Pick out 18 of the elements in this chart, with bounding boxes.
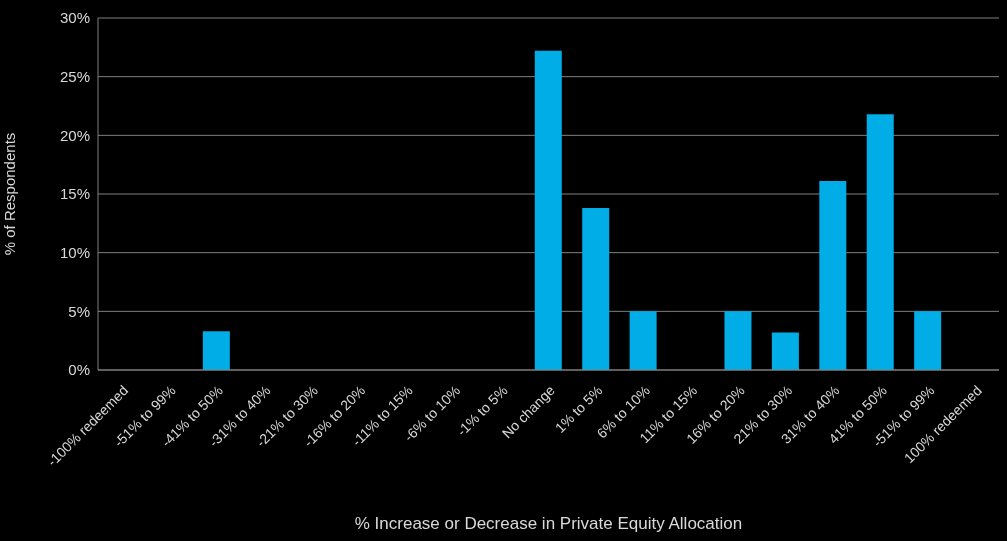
y-tick-label: 15% [59, 185, 90, 203]
bar [582, 208, 610, 370]
y-axis-title: % of Respondents [1, 132, 19, 256]
bar [771, 332, 799, 370]
bar [914, 311, 942, 370]
bar [534, 50, 562, 370]
bar [819, 181, 847, 370]
bar [724, 311, 752, 370]
y-tick-label: 25% [59, 67, 90, 85]
y-tick-label: 30% [59, 9, 90, 27]
y-tick-label: 0% [68, 361, 90, 379]
y-tick-label: 20% [59, 126, 90, 144]
bar [629, 311, 657, 370]
x-axis-title: % Increase or Decrease in Private Equity Allocation [354, 514, 743, 533]
bar [866, 114, 894, 370]
bar [202, 331, 230, 370]
y-tick-label: 5% [68, 302, 90, 320]
y-tick-label: 10% [59, 243, 90, 261]
